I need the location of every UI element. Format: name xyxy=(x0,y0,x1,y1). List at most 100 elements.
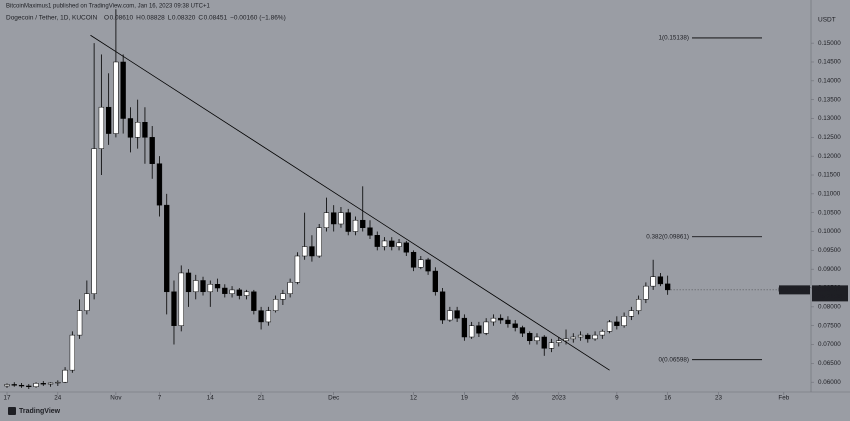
candle-body xyxy=(258,310,264,323)
candle-body xyxy=(447,310,453,321)
candle-body xyxy=(33,383,39,387)
fib-label: 0(0.06598) xyxy=(659,356,689,363)
candle-body xyxy=(69,334,75,371)
x-tick-label: 23 xyxy=(715,395,723,402)
candle-body xyxy=(323,212,330,228)
candle-body xyxy=(512,323,518,328)
candle-body xyxy=(120,61,126,119)
candle-body xyxy=(643,285,649,300)
x-tick-label: Nov xyxy=(110,395,122,402)
candle-body xyxy=(193,280,199,293)
y-tick-label: 0.15000 xyxy=(818,40,841,47)
candle-body xyxy=(418,259,424,268)
candle-body xyxy=(4,384,10,387)
countdown: 15:21:38 xyxy=(818,294,843,301)
candle-body xyxy=(178,272,184,326)
candle-body xyxy=(352,219,359,232)
candle-body xyxy=(585,334,591,340)
candle-body xyxy=(650,276,656,287)
y-tick-label: 0.06000 xyxy=(818,379,841,386)
candle-body xyxy=(302,246,308,257)
ticker-tag xyxy=(779,285,810,295)
y-tick-label: 0.11500 xyxy=(818,172,841,179)
y-tick-label: 0.09000 xyxy=(818,266,841,273)
candle-body xyxy=(142,122,148,138)
candle-body xyxy=(251,291,257,311)
y-tick-label: 0.14000 xyxy=(818,77,841,84)
candle-body xyxy=(331,212,337,225)
candle-body xyxy=(606,321,613,332)
y-tick-label: 0.10000 xyxy=(818,228,841,235)
candle-body xyxy=(439,291,446,321)
x-tick-label: 24 xyxy=(54,395,62,402)
brand: TradingView xyxy=(8,407,61,415)
candle-body xyxy=(360,219,366,228)
candle-body xyxy=(55,381,61,384)
candle-body xyxy=(84,293,90,311)
candle-body xyxy=(265,310,272,323)
candle-body xyxy=(534,336,540,342)
candle-body xyxy=(309,246,315,257)
candle-body xyxy=(26,385,32,388)
currency: USDT xyxy=(818,17,836,24)
candle-body xyxy=(171,291,177,326)
y-tick-label: 0.07500 xyxy=(818,322,841,329)
y-tick-label: 0.13000 xyxy=(818,115,841,122)
candle-body xyxy=(381,240,388,247)
trendline xyxy=(90,34,610,371)
x-tick-label: 14 xyxy=(207,395,215,402)
fib-label: 1(0.15138) xyxy=(659,35,689,42)
candle-body xyxy=(519,327,526,334)
ohlc-legend-item: 0.08451 xyxy=(204,15,228,22)
candle-body xyxy=(570,336,576,340)
candle-body xyxy=(635,299,642,311)
candle-body xyxy=(47,382,54,385)
candle-body xyxy=(657,276,664,285)
candle-body xyxy=(541,336,547,349)
candle-body xyxy=(498,317,504,321)
last-price: 0.08451 xyxy=(818,287,841,294)
y-tick-label: 0.10500 xyxy=(818,209,841,216)
candle-body xyxy=(577,334,584,338)
candle-body xyxy=(200,280,206,293)
candle-body xyxy=(621,316,627,326)
x-tick-label: Dec xyxy=(328,395,339,402)
candle-body xyxy=(468,325,475,338)
candle-body xyxy=(374,235,380,247)
candle-body xyxy=(214,284,221,289)
x-tick-label: 2023 xyxy=(552,395,567,402)
x-tick-label: 7 xyxy=(158,395,162,402)
ticker: DOGEUSDT xyxy=(778,287,811,293)
price-tag xyxy=(812,285,848,302)
candle-body xyxy=(294,255,301,283)
x-tick-label: 12 xyxy=(410,395,418,402)
candle-body xyxy=(164,204,170,293)
candle-body xyxy=(272,299,279,311)
candle-body xyxy=(396,242,402,247)
x-tick-label: 17 xyxy=(3,395,11,402)
x-tick-label: 19 xyxy=(461,395,469,402)
candle-body xyxy=(505,319,511,325)
y-tick-label: 0.12000 xyxy=(818,153,841,160)
candle-body xyxy=(345,212,351,232)
ohlc-legend-item: L xyxy=(168,15,172,22)
y-tick-label: 0.07000 xyxy=(818,341,841,348)
candle-body xyxy=(229,289,235,294)
y-tick-label: 0.12500 xyxy=(818,134,841,141)
candle-body xyxy=(280,293,286,300)
candle-body xyxy=(367,227,373,236)
candle-body xyxy=(135,122,141,138)
x-tick-label: 9 xyxy=(615,395,619,402)
x-tick-label: Feb xyxy=(778,395,789,402)
y-tick-label: 0.09500 xyxy=(818,247,841,254)
candle-body xyxy=(243,291,250,296)
candle-body xyxy=(490,317,497,323)
candle-body xyxy=(432,270,438,293)
candle-body xyxy=(149,137,155,164)
candle-body xyxy=(563,338,569,342)
candle-body xyxy=(236,289,242,296)
candle-body xyxy=(527,332,533,342)
candle-body xyxy=(18,384,25,387)
